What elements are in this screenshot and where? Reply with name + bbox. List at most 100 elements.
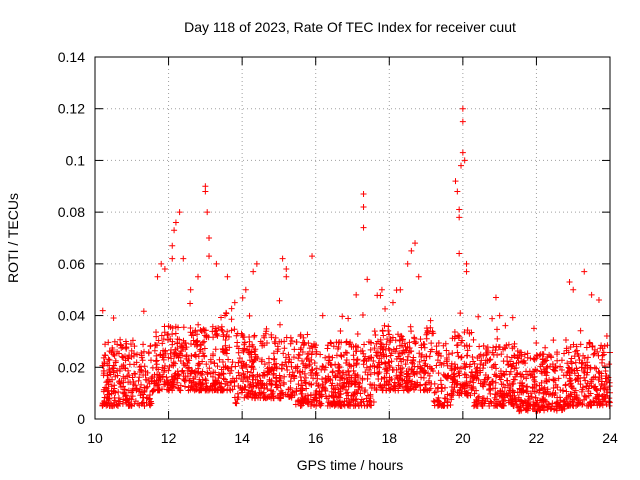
roti-point xyxy=(601,343,608,350)
roti-point xyxy=(239,294,246,301)
roti-point xyxy=(534,353,541,360)
roti-point xyxy=(330,394,337,401)
roti-point xyxy=(212,328,219,335)
roti-point xyxy=(572,359,579,366)
roti-point xyxy=(528,393,535,400)
roti-point xyxy=(400,347,407,354)
roti-point xyxy=(212,386,219,393)
roti-point xyxy=(305,350,312,357)
roti-point xyxy=(300,341,307,348)
roti-point xyxy=(139,399,146,406)
roti-point xyxy=(248,364,255,371)
roti-point xyxy=(110,351,117,358)
roti-point xyxy=(563,388,570,395)
roti-point xyxy=(522,406,529,413)
roti-peak-point xyxy=(492,294,499,301)
roti-point xyxy=(304,355,311,362)
roti-point xyxy=(455,332,462,339)
roti-point xyxy=(546,351,553,358)
roti-point xyxy=(169,387,176,394)
roti-point xyxy=(319,312,326,319)
roti-point xyxy=(109,345,116,352)
plot-area-border xyxy=(94,56,611,420)
roti-point xyxy=(584,354,591,361)
roti-point xyxy=(481,378,488,385)
roti-point xyxy=(374,338,381,345)
roti-point xyxy=(102,352,109,359)
roti-point xyxy=(313,342,320,349)
roti-point xyxy=(191,369,198,376)
roti-point xyxy=(126,361,133,368)
roti-point xyxy=(203,334,210,341)
roti-point xyxy=(309,366,316,373)
roti-peak-point xyxy=(412,240,419,247)
roti-point xyxy=(271,364,278,371)
roti-point xyxy=(334,345,341,352)
roti-point xyxy=(420,368,427,375)
roti-point xyxy=(297,385,304,392)
roti-point xyxy=(363,358,370,365)
roti-point xyxy=(234,390,241,397)
roti-point xyxy=(243,391,250,398)
roti-point xyxy=(537,406,544,413)
roti-point xyxy=(313,365,320,372)
roti-point xyxy=(100,367,107,374)
roti-point xyxy=(555,375,562,382)
roti-point xyxy=(539,361,546,368)
roti-point xyxy=(378,359,385,366)
roti-point xyxy=(223,332,230,339)
roti-peak-point xyxy=(353,291,360,298)
roti-point xyxy=(524,354,531,361)
roti-point xyxy=(115,350,122,357)
roti-point xyxy=(520,387,527,394)
roti-point xyxy=(328,340,335,347)
roti-point xyxy=(144,383,151,390)
roti-point xyxy=(222,364,229,371)
roti-peak-point xyxy=(364,276,371,283)
roti-point xyxy=(160,352,167,359)
roti-point xyxy=(518,380,525,387)
roti-point xyxy=(297,402,304,409)
roti-point xyxy=(459,337,466,344)
roti-point xyxy=(248,369,255,376)
roti-point xyxy=(590,351,597,358)
roti-point xyxy=(220,346,227,353)
roti-point xyxy=(554,384,561,391)
roti-point xyxy=(577,341,584,348)
roti-point xyxy=(200,385,207,392)
roti-point xyxy=(244,368,251,375)
roti-point xyxy=(416,358,423,365)
roti-point xyxy=(168,355,175,362)
roti-point xyxy=(544,388,551,395)
roti-point xyxy=(344,389,351,396)
roti-point xyxy=(299,394,306,401)
roti-point xyxy=(151,386,158,393)
roti-point xyxy=(563,372,570,379)
roti-point xyxy=(131,370,138,377)
roti-point xyxy=(239,358,246,365)
roti-point xyxy=(525,401,532,408)
roti-peak-point xyxy=(283,273,290,280)
roti-point xyxy=(531,378,538,385)
roti-point xyxy=(567,358,574,365)
roti-point xyxy=(463,342,470,349)
x-tick-label: 12 xyxy=(161,430,177,446)
roti-point xyxy=(448,363,455,370)
roti-point xyxy=(468,329,475,336)
roti-point xyxy=(462,364,469,371)
roti-point xyxy=(421,362,428,369)
roti-point xyxy=(310,375,317,382)
data-points xyxy=(99,105,613,415)
roti-point xyxy=(286,393,293,400)
roti-point xyxy=(346,372,353,379)
roti-point xyxy=(257,395,264,402)
roti-point xyxy=(362,353,369,360)
roti-point xyxy=(227,387,234,394)
roti-point xyxy=(404,379,411,386)
roti-point xyxy=(406,373,413,380)
roti-point xyxy=(539,370,546,377)
roti-point xyxy=(131,400,138,407)
roti-point xyxy=(501,390,508,397)
roti-point xyxy=(552,365,559,372)
roti-point xyxy=(514,389,521,396)
